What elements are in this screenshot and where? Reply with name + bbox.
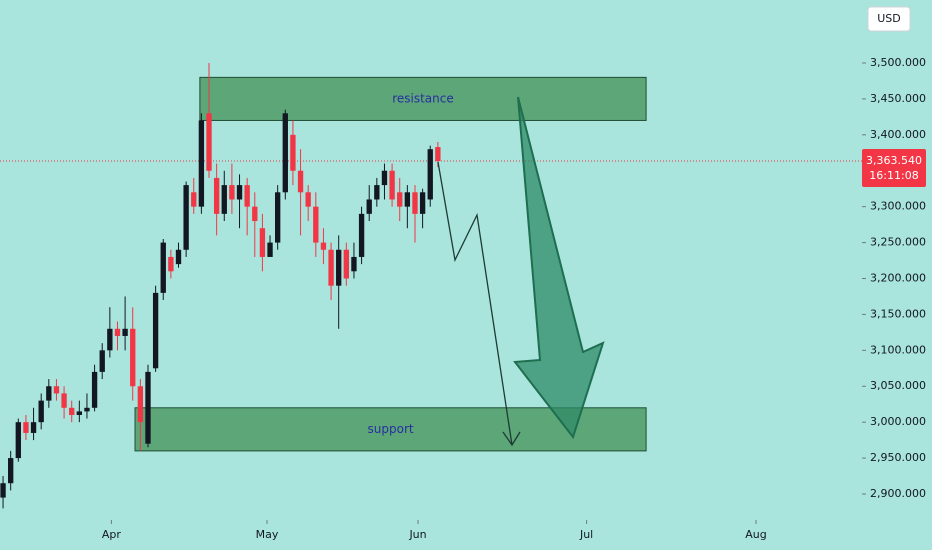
candle-body bbox=[435, 147, 441, 162]
candle-body bbox=[366, 199, 372, 214]
candle-body bbox=[412, 192, 418, 214]
candle-body bbox=[152, 292, 159, 369]
candle-body bbox=[61, 393, 67, 408]
y-tick-label: 3,300.000 bbox=[870, 200, 926, 213]
candle-body bbox=[320, 242, 327, 250]
candle-body bbox=[84, 407, 90, 412]
projection-path bbox=[437, 161, 513, 446]
candle-body bbox=[69, 407, 75, 415]
y-tick-label: 2,900.000 bbox=[870, 487, 926, 500]
currency-box[interactable] bbox=[867, 6, 911, 32]
x-tick-label: May bbox=[256, 528, 279, 541]
y-tick-label: 3,000.000 bbox=[870, 415, 926, 428]
y-tick-label: 3,400.000 bbox=[870, 128, 926, 141]
x-tick-label: Apr bbox=[102, 528, 122, 541]
candle-body bbox=[76, 411, 83, 415]
candle-body bbox=[351, 256, 357, 272]
candle-body bbox=[221, 185, 227, 214]
candle-body bbox=[374, 185, 380, 200]
candle-body bbox=[0, 483, 6, 498]
candle-body bbox=[213, 177, 220, 214]
candle-body bbox=[404, 192, 411, 207]
projection-arrowhead bbox=[502, 431, 521, 447]
plot: 2,900.000 2,950.000 3,000.000 3,050.000 3,10… bbox=[0, 56, 926, 541]
candle-body bbox=[122, 328, 128, 336]
candle-body bbox=[107, 328, 113, 351]
candle-body bbox=[236, 185, 243, 200]
candle-body bbox=[397, 192, 403, 207]
y-tick-label: 3,450.000 bbox=[870, 92, 926, 105]
zone-label: resistance bbox=[392, 91, 454, 105]
candle-body bbox=[99, 350, 105, 372]
candle-body bbox=[275, 192, 281, 243]
candle-body bbox=[229, 185, 235, 200]
candle-body bbox=[38, 400, 44, 423]
last-price-label: 3,363.540 bbox=[866, 154, 922, 167]
x-tick-label: Jul bbox=[579, 528, 593, 541]
y-tick-label: 2,950.000 bbox=[870, 451, 926, 464]
candle-body bbox=[160, 242, 166, 293]
candle-body bbox=[168, 256, 174, 272]
candle-body bbox=[206, 113, 212, 171]
candle-body bbox=[91, 371, 98, 408]
candle-body bbox=[381, 170, 388, 186]
y-tick-label: 3,250.000 bbox=[870, 236, 926, 249]
candle-body bbox=[290, 134, 296, 171]
candle-body bbox=[183, 185, 189, 250]
candle-body bbox=[313, 206, 319, 243]
candle-body bbox=[336, 249, 342, 286]
candle-body bbox=[130, 328, 136, 387]
candle-body bbox=[8, 458, 14, 484]
candle-body bbox=[252, 206, 258, 222]
candle-body bbox=[191, 192, 197, 207]
y-tick-label: 3,500.000 bbox=[870, 56, 926, 69]
x-tick-label: Jun bbox=[408, 528, 426, 541]
candle-body bbox=[282, 113, 288, 193]
candle-body bbox=[46, 386, 52, 401]
candle-body bbox=[53, 386, 60, 394]
candle-body bbox=[358, 213, 365, 257]
candle-body bbox=[198, 120, 205, 207]
candle-body bbox=[427, 149, 433, 200]
candle-body bbox=[305, 192, 311, 207]
y-tick-label: 3,200.000 bbox=[870, 271, 926, 284]
candle-body bbox=[389, 170, 395, 200]
x-tick-label: Aug bbox=[745, 528, 766, 541]
y-tick-label: 3,050.000 bbox=[870, 379, 926, 392]
candle-body bbox=[259, 228, 266, 257]
candle-body bbox=[175, 249, 182, 265]
candle-body bbox=[114, 328, 121, 336]
countdown: 16:11:08 bbox=[869, 169, 918, 182]
y-tick-label: 3,150.000 bbox=[870, 307, 926, 320]
candle-body bbox=[267, 242, 273, 257]
candle-body bbox=[145, 371, 151, 444]
candle-body bbox=[23, 422, 29, 433]
big-down-arrow bbox=[513, 96, 605, 440]
candle-body bbox=[244, 185, 250, 207]
candle-body bbox=[15, 422, 21, 459]
candle-body bbox=[137, 386, 144, 423]
candle-body bbox=[419, 192, 426, 214]
zone bbox=[199, 76, 647, 121]
candle-body bbox=[297, 170, 304, 193]
y-tick-label: 3,100.000 bbox=[870, 343, 926, 356]
candle-body bbox=[343, 249, 349, 279]
candle-body bbox=[328, 249, 334, 286]
zone-label: support bbox=[368, 422, 414, 436]
last-price-box bbox=[862, 149, 926, 188]
currency: USD bbox=[877, 12, 901, 25]
candle-body bbox=[30, 422, 37, 433]
